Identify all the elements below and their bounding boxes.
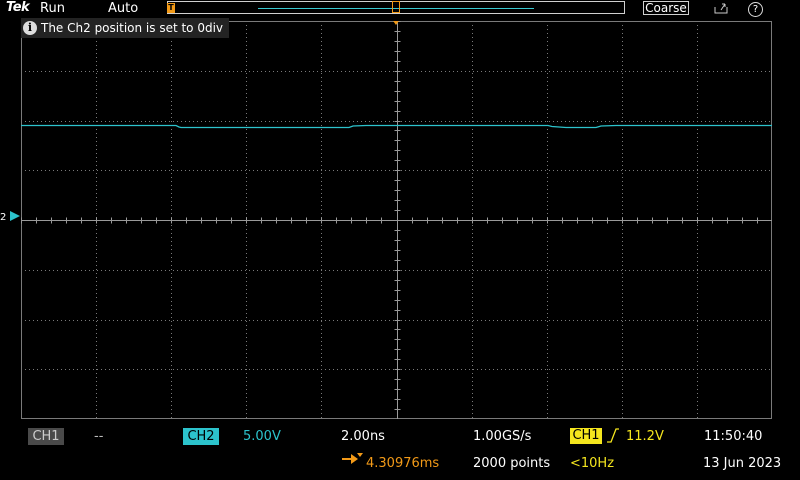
ch1-button[interactable]: CH1	[28, 428, 64, 445]
status-message: i The Ch2 position is set to 0div	[21, 18, 229, 38]
coarse-button[interactable]: Coarse	[643, 1, 689, 15]
horizontal-delay[interactable]: 4.30976ms	[366, 456, 439, 471]
brand-logo: Tek	[6, 0, 29, 15]
info-icon: i	[23, 21, 37, 35]
message-text: The Ch2 position is set to 0div	[41, 21, 223, 35]
sample-rate: 1.00GS/s	[473, 429, 531, 444]
export-icon[interactable]	[714, 2, 728, 14]
run-state-label[interactable]: Run	[40, 1, 65, 16]
date-label: 13 Jun 2023	[703, 456, 781, 471]
rising-edge-icon	[606, 427, 620, 443]
trigger-source-badge[interactable]: CH1	[570, 428, 602, 444]
ch2-ground-marker[interactable]: 2	[0, 211, 20, 223]
waveform-graticule[interactable]	[21, 21, 772, 419]
horizontal-delay-icon	[341, 452, 363, 468]
ch2-marker-icon	[10, 211, 20, 221]
trigger-frequency: <10Hz	[570, 456, 614, 471]
clock-time: 11:50:40	[704, 429, 762, 444]
record-length[interactable]: 2000 points	[473, 456, 550, 471]
ch2-marker-label: 2	[0, 212, 6, 223]
grid-lines	[21, 21, 772, 419]
timebase-scale[interactable]: 2.00ns	[341, 429, 385, 444]
ch2-button[interactable]: CH2	[183, 428, 219, 445]
help-icon[interactable]: ?	[748, 2, 763, 17]
ch2-scale[interactable]: 5.00V	[243, 429, 281, 444]
trigger-position-marker: T	[167, 3, 175, 13]
trigger-level[interactable]: 11.2V	[626, 429, 664, 444]
ch2-waveform-trace	[21, 126, 772, 128]
trigger-mode-label[interactable]: Auto	[108, 1, 138, 16]
top-bar: Tek Run Auto T Coarse ?	[0, 0, 800, 18]
ch1-scale: --	[94, 429, 103, 444]
visible-window-marker[interactable]	[392, 1, 400, 13]
record-view-bar[interactable]: T	[167, 1, 625, 14]
